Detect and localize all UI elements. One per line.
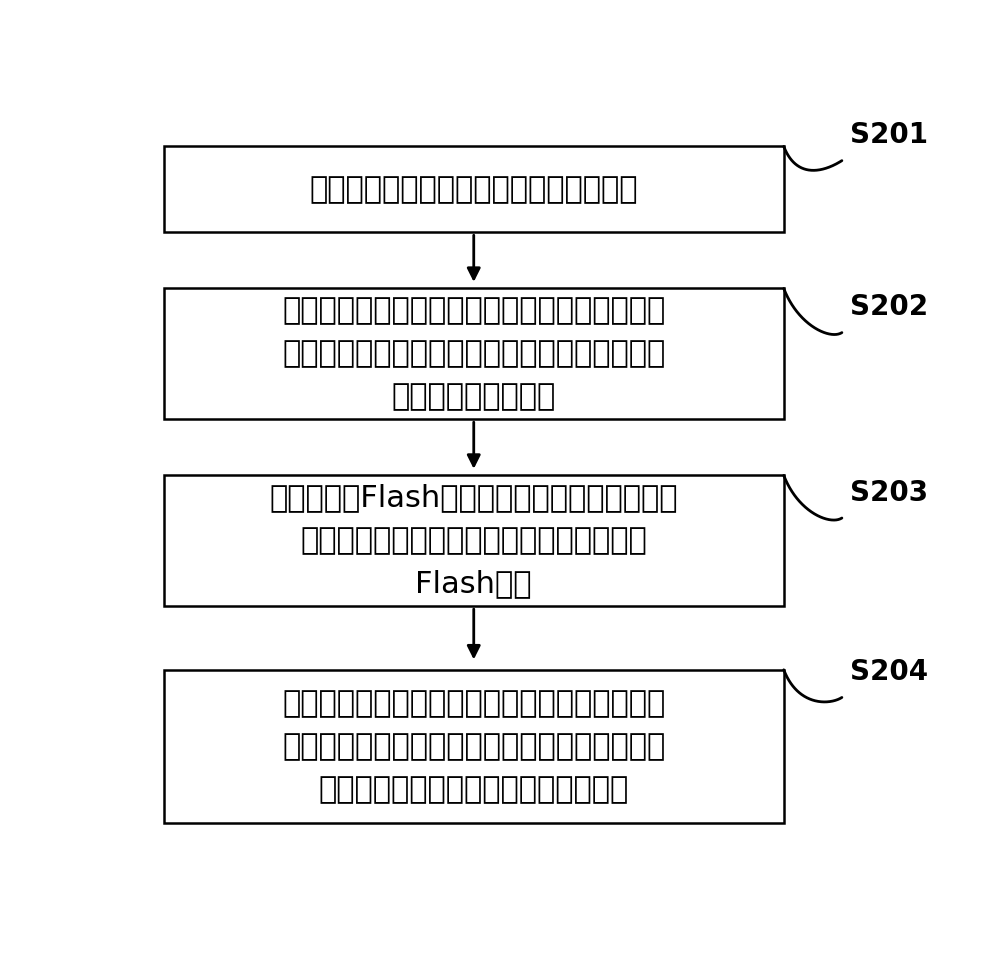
Text: S202: S202 xyxy=(850,293,928,321)
Text: S204: S204 xyxy=(850,658,928,686)
Text: 控制单元将所述事件写请求包含的目标数据写入
所述缓存中标识为写标识的物理页，并更改该物
理页的标识为读标识: 控制单元将所述事件写请求包含的目标数据写入 所述缓存中标识为写标识的物理页，并更… xyxy=(282,296,665,411)
Text: 控制单元接收包含目标数据的事件写请求: 控制单元接收包含目标数据的事件写请求 xyxy=(310,175,638,204)
Bar xyxy=(164,670,784,823)
Text: 清空所述缓存中标识为读标识且缓存时间最长的
物理页，并更改该物理页的标识为写标识，删除
已清空物理页的物理页地址的对应关系: 清空所述缓存中标识为读标识且缓存时间最长的 物理页，并更改该物理页的标识为写标识… xyxy=(282,689,665,804)
Text: S203: S203 xyxy=(850,479,928,507)
Text: 构建数据在Flash介质中的物理块地址与缓存中
的物理页地址的对应关系，将目标数据写入
Flash介质: 构建数据在Flash介质中的物理块地址与缓存中 的物理页地址的对应关系，将目标数… xyxy=(270,484,678,598)
Bar xyxy=(164,476,784,606)
Bar xyxy=(164,288,784,419)
Bar xyxy=(164,147,784,232)
Text: S201: S201 xyxy=(850,121,928,150)
